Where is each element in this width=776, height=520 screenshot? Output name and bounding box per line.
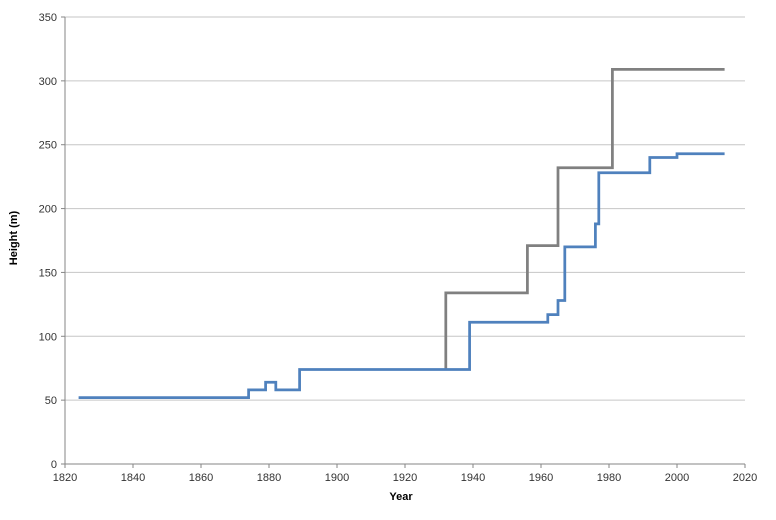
x-tick-label: 1820	[53, 472, 77, 484]
series-gray-line	[444, 68, 725, 370]
x-tick-label: 1880	[257, 472, 281, 484]
x-tick-label: 2020	[733, 472, 757, 484]
x-tick-label: 1980	[597, 472, 621, 484]
x-axis-title: Year	[389, 491, 413, 503]
x-tick-label: 1960	[529, 472, 553, 484]
y-axis-title: Height (m)	[8, 210, 20, 266]
x-tick-label: 1860	[189, 472, 213, 484]
y-tick-label: 200	[39, 204, 57, 216]
y-tick-label: 0	[51, 459, 57, 471]
x-tick-label: 1900	[325, 472, 349, 484]
y-tick-label: 350	[39, 12, 57, 24]
y-tick-label: 250	[39, 140, 57, 152]
x-tick-label: 1920	[393, 472, 417, 484]
x-tick-label: 1840	[121, 472, 145, 484]
y-tick-label: 150	[39, 267, 57, 279]
x-tick-label: 2000	[665, 472, 689, 484]
y-tick-label: 50	[45, 395, 57, 407]
y-tick-label: 300	[39, 76, 57, 88]
y-tick-label: 100	[39, 331, 57, 343]
series-blue-line	[78, 152, 725, 399]
x-tick-label: 1940	[461, 472, 485, 484]
